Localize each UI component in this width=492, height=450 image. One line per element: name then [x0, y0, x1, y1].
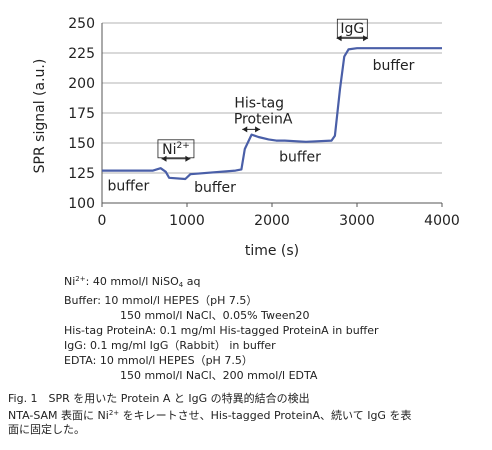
annotation-label-sup: 2+	[176, 141, 189, 151]
injection-arrow-head-right	[185, 155, 191, 162]
note-proteina: His-tag ProteinA: 0.1 mg/ml His-tagged P…	[64, 324, 379, 337]
x-axis-label: time (s)	[245, 243, 299, 259]
y-tick-label: 100	[68, 196, 95, 212]
buffer-label: buffer	[279, 149, 321, 165]
y-tick-label: 175	[68, 106, 95, 122]
annotation-box	[336, 18, 368, 38]
caption-line-2b: をキレートさせ、His-tagged ProteinA、続いて IgG を表	[119, 409, 412, 422]
grid-lines	[102, 22, 442, 204]
annotation-label: ProteinA	[234, 111, 293, 127]
figure-caption: Fig. 1 SPR を用いた Protein A と IgG の特異的結合の検…	[8, 392, 488, 437]
injection-arrow-head-right	[363, 35, 369, 42]
axes	[101, 23, 443, 207]
y-tick-label: 250	[68, 16, 95, 32]
injection-arrow	[336, 35, 369, 42]
y-tick-label: 225	[68, 46, 95, 62]
note-ni: Ni2+: 40 mmol/l NiSO4 aq	[64, 272, 379, 293]
x-tick-label: 4000	[424, 213, 460, 229]
y-tick-label: 125	[68, 166, 95, 182]
injection-arrow	[242, 126, 261, 133]
caption-line-1: Fig. 1 SPR を用いた Protein A と IgG の特異的結合の検…	[8, 392, 310, 405]
caption-line-2: NTA-SAM 表面に Ni2+ をキレートさせ、His-tagged Prot…	[8, 406, 488, 423]
note-ni-sub: 4	[178, 281, 184, 289]
injection-arrow-head-left	[161, 155, 167, 162]
buffer-label: buffer	[107, 179, 149, 195]
annotation-label: IgG	[340, 21, 364, 37]
note-ni-rest: : 40 mmol/l NiSO	[85, 275, 179, 288]
x-tick-label: 3000	[339, 213, 375, 229]
annotation-label: Ni2+	[162, 141, 190, 158]
spr-signal-line	[102, 47, 442, 181]
note-igg: IgG: 0.1 mg/ml IgG（Rabbit） in buffer	[64, 339, 276, 352]
note-edta-2: 150 mmol/l NaCl、200 mmol/l EDTA	[64, 369, 318, 382]
note-ni-sup: 2+	[75, 275, 86, 283]
caption-line-2-sup: 2+	[108, 409, 120, 417]
caption-line-2a: NTA-SAM 表面に Ni	[8, 409, 109, 422]
y-tick-label: 200	[68, 76, 95, 92]
tick-labels: 100 125 150 175 200 225 250 0 1000 2000 3000 4000	[68, 16, 460, 229]
buffer-label: buffer	[194, 180, 236, 196]
y-axis-label: SPR signal (a.u.)	[32, 59, 48, 174]
x-tick-label: 2000	[254, 213, 290, 229]
series-lines	[102, 47, 442, 181]
injection-arrow-head-left	[242, 126, 248, 133]
injection-arrow-head-left	[336, 35, 342, 42]
annotation-label: His-tag	[234, 95, 284, 111]
y-tick-label: 150	[68, 136, 95, 152]
note-buffer-2: 150 mmol/l NaCl、0.05% Tween20	[64, 309, 310, 322]
injection-arrow	[161, 155, 191, 162]
x-tick-label: 1000	[169, 213, 205, 229]
note-ni-label: Ni	[64, 275, 76, 288]
note-ni-tail: aq	[183, 275, 201, 288]
annotation-box	[157, 139, 195, 159]
note-edta-1: EDTA: 10 mmol/l HEPES（pH 7.5）	[64, 354, 253, 367]
caption-line-3: 面に固定した。	[8, 423, 85, 436]
reagent-notes: Ni2+: 40 mmol/l NiSO4 aq Buffer: 10 mmol…	[64, 272, 379, 383]
spr-chart: 100 125 150 175 200 225 250 0 1000 2000 3000 4000 N…	[32, 16, 460, 259]
injection-arrow-head-right	[255, 126, 261, 133]
note-buffer-1: Buffer: 10 mmol/l HEPES（pH 7.5）	[64, 294, 258, 307]
x-tick-label: 0	[98, 213, 107, 229]
buffer-label: buffer	[373, 58, 415, 74]
